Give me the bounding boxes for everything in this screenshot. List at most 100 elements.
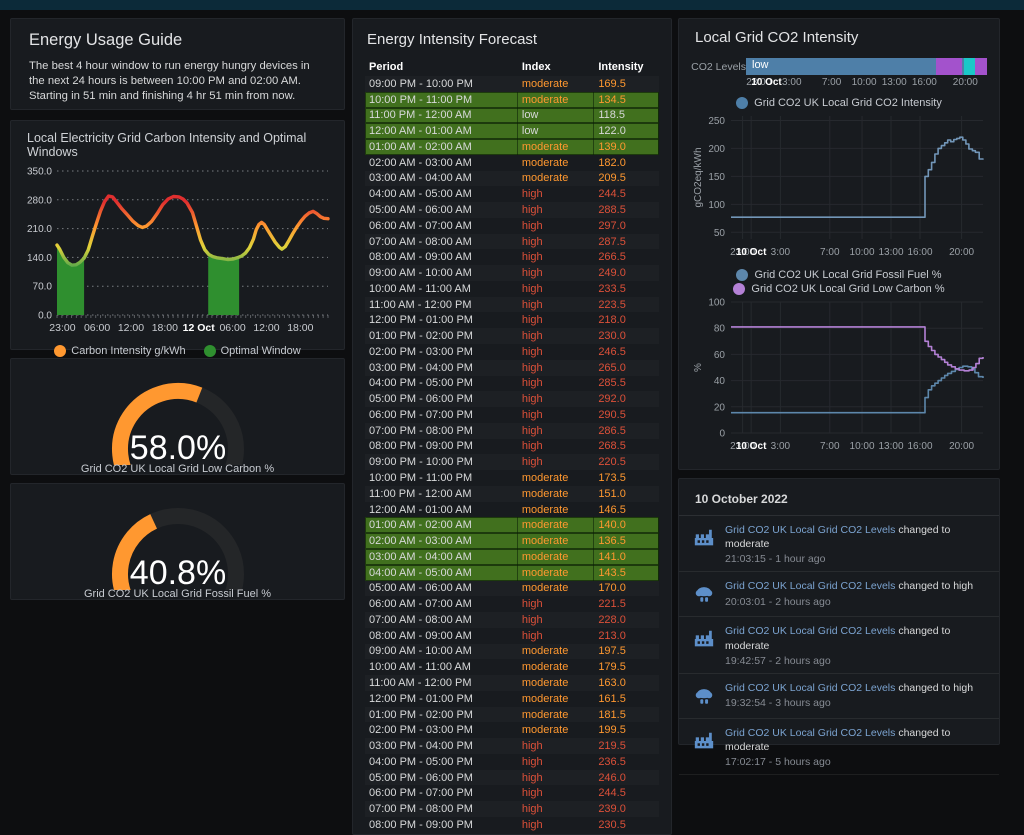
panel-title-energy-usage-guide[interactable]: Energy Usage Guide	[29, 31, 326, 50]
table-cell: high	[518, 362, 594, 374]
table-cell: 06:00 PM - 07:00 PM	[365, 787, 518, 799]
table-row: 07:00 AM - 08:00 AMhigh287.5	[365, 234, 659, 250]
table-row: 07:00 PM - 08:00 PMhigh239.0	[365, 801, 659, 817]
column-header-intensity[interactable]: Intensity	[594, 61, 659, 73]
table-cell: 07:00 AM - 08:00 AM	[365, 614, 518, 626]
timeline-axis-tick: 10:00	[852, 77, 877, 88]
timeline-segment-high[interactable]	[964, 58, 975, 75]
timeline-segment-moderate[interactable]	[975, 58, 987, 75]
panel-annotations-list: 10 October 2022 Grid CO2 UK Local Grid C…	[678, 478, 1000, 745]
svg-text:280.0: 280.0	[27, 195, 52, 206]
table-cell: high	[518, 803, 594, 815]
annotation-item: Grid CO2 UK Local Grid CO2 Levels change…	[679, 674, 999, 719]
table-row: 04:00 PM - 05:00 PMhigh285.5	[365, 376, 659, 392]
grafana-dashboard: Energy Usage Guide The best 4 hour windo…	[0, 0, 1024, 835]
table-cell: 169.5	[594, 78, 659, 90]
annotation-content: Grid CO2 UK Local Grid CO2 Levels change…	[725, 579, 973, 610]
table-row: 11:00 PM - 12:00 AMmoderate151.0	[365, 486, 659, 502]
table-row: 06:00 PM - 07:00 PMhigh290.5	[365, 407, 659, 423]
panel-title-forecast[interactable]: Energy Intensity Forecast	[367, 31, 659, 48]
table-row: 09:00 PM - 10:00 PMmoderate169.5	[365, 76, 659, 92]
table-cell: 244.5	[594, 787, 659, 799]
legend-label-window: Optimal Window	[221, 345, 301, 357]
table-row: 10:00 AM - 11:00 AMmoderate179.5	[365, 659, 659, 675]
table-cell: high	[518, 251, 594, 263]
table-cell: 05:00 AM - 06:00 AM	[365, 204, 518, 216]
timeline-axis-tick: 16:00	[912, 77, 937, 88]
table-row: 09:00 AM - 10:00 AMhigh249.0	[365, 265, 659, 281]
annotation-content: Grid CO2 UK Local Grid CO2 Levels change…	[725, 726, 989, 768]
svg-text:3:00: 3:00	[771, 247, 791, 258]
annotation-content: Grid CO2 UK Local Grid CO2 Levels change…	[725, 624, 989, 666]
table-cell: 03:00 AM - 04:00 AM	[365, 549, 518, 565]
table-row: 06:00 AM - 07:00 AMhigh221.5	[365, 596, 659, 612]
annotation-link[interactable]: Grid CO2 UK Local Grid CO2 Levels	[725, 580, 895, 592]
table-row: 04:00 AM - 05:00 AMhigh244.5	[365, 186, 659, 202]
annotation-item: Grid CO2 UK Local Grid CO2 Levels change…	[679, 617, 999, 673]
timeline-axis-tick: 7:00	[822, 77, 841, 88]
table-cell: high	[518, 614, 594, 626]
table-cell: high	[518, 220, 594, 232]
table-cell: 02:00 PM - 03:00 PM	[365, 724, 518, 736]
svg-text:20: 20	[714, 402, 726, 413]
column-header-index[interactable]: Index	[518, 61, 594, 73]
legend-item-fossil-fuel[interactable]: Grid CO2 UK Local Grid Fossil Fuel %	[691, 269, 987, 281]
legend-item-co2-intensity[interactable]: Grid CO2 UK Local Grid CO2 Intensity	[691, 97, 987, 109]
table-cell: 239.0	[594, 803, 659, 815]
legend-item-optimal-window[interactable]: Optimal Window	[204, 345, 301, 357]
annotation-timestamp: 20:03:01 - 2 hours ago	[725, 596, 973, 608]
annotation-icon	[691, 624, 725, 666]
annotation-change-text: changed to high	[895, 580, 973, 592]
annotation-timestamp: 21:03:15 - 1 hour ago	[725, 553, 989, 565]
svg-text:16:00: 16:00	[907, 441, 932, 452]
table-row: 12:00 PM - 01:00 PMhigh218.0	[365, 312, 659, 328]
legend-label-co2-intensity: Grid CO2 UK Local Grid CO2 Intensity	[754, 97, 942, 109]
timeline-axis-tick: 10 Oct	[751, 77, 782, 88]
table-cell: 265.0	[594, 362, 659, 374]
table-cell: 02:00 AM - 03:00 AM	[365, 157, 518, 169]
table-cell: 07:00 PM - 08:00 PM	[365, 425, 518, 437]
table-cell: high	[518, 267, 594, 279]
table-row: 01:00 PM - 02:00 PMhigh230.0	[365, 328, 659, 344]
svg-text:100: 100	[708, 200, 725, 211]
timeline-segment-moderate[interactable]	[936, 58, 962, 75]
annotation-timestamp: 19:42:57 - 2 hours ago	[725, 655, 989, 667]
timeline-segment-low[interactable]	[746, 58, 936, 75]
annotation-icon	[691, 726, 725, 768]
svg-text:13:00: 13:00	[879, 247, 904, 258]
table-cell: low	[518, 108, 594, 124]
legend-item-low-carbon[interactable]: Grid CO2 UK Local Grid Low Carbon %	[691, 283, 987, 295]
table-cell: 161.5	[594, 693, 659, 705]
table-cell: moderate	[518, 724, 594, 736]
table-cell: 228.0	[594, 614, 659, 626]
timeline-x-axis: 23:0010 Oct3:007:0010:0013:0016:0020:00	[746, 77, 987, 92]
annotation-link[interactable]: Grid CO2 UK Local Grid CO2 Levels	[725, 682, 895, 694]
table-cell: 244.5	[594, 188, 659, 200]
column-header-period[interactable]: Period	[365, 61, 518, 73]
panel-title-co2-intensity[interactable]: Local Grid CO2 Intensity	[695, 29, 987, 46]
annotation-timestamp: 17:02:17 - 5 hours ago	[725, 756, 989, 768]
panel-title-carbon-chart[interactable]: Local Electricity Grid Carbon Intensity …	[19, 129, 336, 163]
table-row: 07:00 AM - 08:00 AMhigh228.0	[365, 612, 659, 628]
table-cell: 12:00 PM - 01:00 PM	[365, 314, 518, 326]
table-cell: high	[518, 393, 594, 405]
svg-text:20:00: 20:00	[949, 247, 974, 258]
annotation-link[interactable]: Grid CO2 UK Local Grid CO2 Levels	[725, 625, 895, 637]
legend-dot-green	[204, 345, 216, 357]
svg-text:50: 50	[714, 228, 726, 239]
annotation-link[interactable]: Grid CO2 UK Local Grid CO2 Levels	[725, 727, 895, 739]
table-cell: high	[518, 630, 594, 642]
legend-item-carbon-intensity[interactable]: Carbon Intensity g/kWh	[54, 345, 185, 357]
table-row: 04:00 PM - 05:00 PMhigh236.5	[365, 754, 659, 770]
table-cell: moderate	[518, 661, 594, 673]
annotations-list: Grid CO2 UK Local Grid CO2 Levels change…	[679, 516, 999, 775]
table-row: 08:00 AM - 09:00 AMhigh266.5	[365, 249, 659, 265]
table-row: 02:00 PM - 03:00 PMhigh246.5	[365, 344, 659, 360]
svg-text:12 Oct: 12 Oct	[183, 322, 216, 334]
state-timeline-bar[interactable]: low	[746, 58, 987, 75]
table-row: 01:00 PM - 02:00 PMmoderate181.5	[365, 707, 659, 723]
table-cell: moderate	[518, 565, 594, 581]
table-cell: 05:00 PM - 06:00 PM	[365, 772, 518, 784]
fossil-fuel-gauge: 40.8%	[72, 486, 284, 590]
annotation-link[interactable]: Grid CO2 UK Local Grid CO2 Levels	[725, 524, 895, 536]
